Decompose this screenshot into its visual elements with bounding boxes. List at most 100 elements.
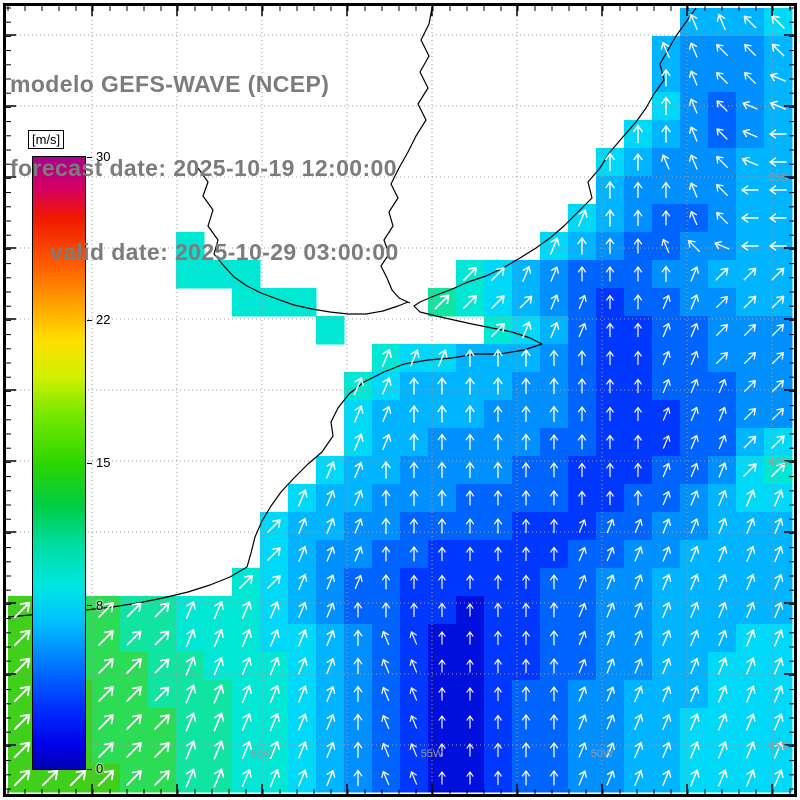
direction-arrow	[437, 433, 447, 451]
direction-arrow	[98, 602, 114, 618]
direction-arrow	[270, 601, 280, 619]
direction-arrow	[746, 629, 756, 647]
direction-arrow	[98, 714, 114, 730]
direction-arrow	[661, 210, 671, 226]
direction-arrow	[772, 380, 784, 392]
direction-arrow	[634, 713, 644, 731]
direction-arrow	[606, 602, 615, 618]
direction-arrow	[241, 656, 252, 676]
direction-arrow	[298, 517, 308, 535]
direction-arrow	[353, 713, 363, 731]
direction-arrow	[521, 349, 531, 367]
direction-arrow	[774, 489, 784, 507]
direction-arrow	[771, 435, 785, 449]
color-scale-tick-mark	[87, 319, 92, 321]
direction-arrow	[689, 98, 698, 114]
direction-arrow	[746, 741, 756, 759]
direction-arrow	[690, 322, 699, 338]
direction-arrow	[662, 378, 671, 394]
direction-arrow	[746, 573, 756, 591]
direction-arrow	[688, 13, 698, 31]
direction-arrow	[690, 657, 700, 675]
direction-arrow	[662, 769, 672, 787]
direction-arrow	[606, 770, 615, 786]
direction-arrow	[577, 266, 587, 282]
direction-arrow	[633, 490, 643, 506]
direction-arrow	[549, 602, 559, 618]
direction-arrow	[97, 769, 115, 787]
direction-arrow	[690, 741, 700, 759]
direction-arrow	[13, 629, 31, 647]
direction-arrow	[466, 574, 474, 590]
direction-arrow	[493, 433, 503, 451]
direction-arrow	[465, 377, 475, 395]
direction-arrow	[493, 490, 503, 506]
direction-arrow	[633, 124, 643, 144]
direction-arrow	[185, 740, 197, 760]
direction-arrow	[634, 350, 642, 366]
direction-arrow	[577, 406, 587, 422]
direction-arrow	[409, 489, 419, 507]
direction-arrow	[521, 742, 531, 758]
direction-arrow	[466, 687, 474, 701]
direction-arrow	[718, 657, 728, 675]
direction-arrow	[718, 713, 728, 731]
direction-arrow	[634, 769, 644, 787]
direction-arrow	[772, 408, 784, 420]
direction-arrow	[771, 295, 785, 309]
direction-arrow	[772, 324, 784, 336]
direction-arrow	[605, 181, 615, 199]
direction-arrow	[381, 348, 392, 368]
direction-arrow	[718, 517, 728, 535]
direction-arrow	[634, 658, 643, 674]
direction-arrow	[578, 322, 587, 338]
direction-arrow	[634, 546, 643, 562]
direction-arrow	[769, 100, 787, 110]
direction-arrow	[465, 461, 475, 479]
direction-arrow	[126, 658, 142, 674]
direction-arrow	[578, 209, 588, 227]
direction-arrow	[774, 741, 784, 759]
direction-arrow	[238, 574, 254, 590]
direction-arrow	[662, 713, 672, 731]
direction-arrow	[241, 740, 252, 760]
direction-arrow	[353, 602, 363, 618]
direction-arrow	[126, 686, 142, 702]
direction-arrow	[437, 377, 447, 395]
direction-arrow	[298, 601, 308, 619]
direction-arrow	[662, 435, 671, 449]
direction-arrow	[662, 657, 672, 675]
direction-arrow	[126, 742, 142, 758]
direction-arrow	[633, 209, 643, 227]
direction-arrow	[606, 406, 614, 422]
direction-arrow	[606, 742, 615, 758]
direction-arrow	[549, 462, 559, 478]
direction-arrow	[605, 237, 615, 255]
direction-arrow	[438, 631, 446, 645]
direction-arrow	[771, 267, 785, 281]
direction-arrow	[326, 713, 336, 731]
direction-arrow	[718, 378, 727, 394]
direction-arrow	[716, 184, 728, 196]
direction-arrow	[606, 490, 614, 506]
direction-arrow	[774, 713, 784, 731]
direction-arrow	[746, 685, 756, 703]
direction-arrow	[241, 600, 252, 620]
direction-arrow	[438, 574, 446, 590]
direction-arrow	[662, 462, 671, 478]
direction-arrow	[185, 768, 197, 788]
direction-arrow	[577, 350, 587, 366]
direction-arrow	[154, 630, 170, 646]
direction-arrow	[689, 70, 698, 86]
direction-arrow	[381, 658, 390, 674]
direction-arrow	[98, 658, 114, 674]
direction-arrow	[491, 267, 505, 281]
color-scale-unit-label: [m/s]	[28, 130, 65, 149]
direction-arrow	[326, 657, 336, 675]
direction-arrow	[409, 377, 419, 395]
direction-arrow	[521, 490, 531, 506]
direction-arrow	[326, 461, 336, 479]
direction-arrow	[549, 377, 559, 395]
direction-arrow	[578, 686, 587, 702]
